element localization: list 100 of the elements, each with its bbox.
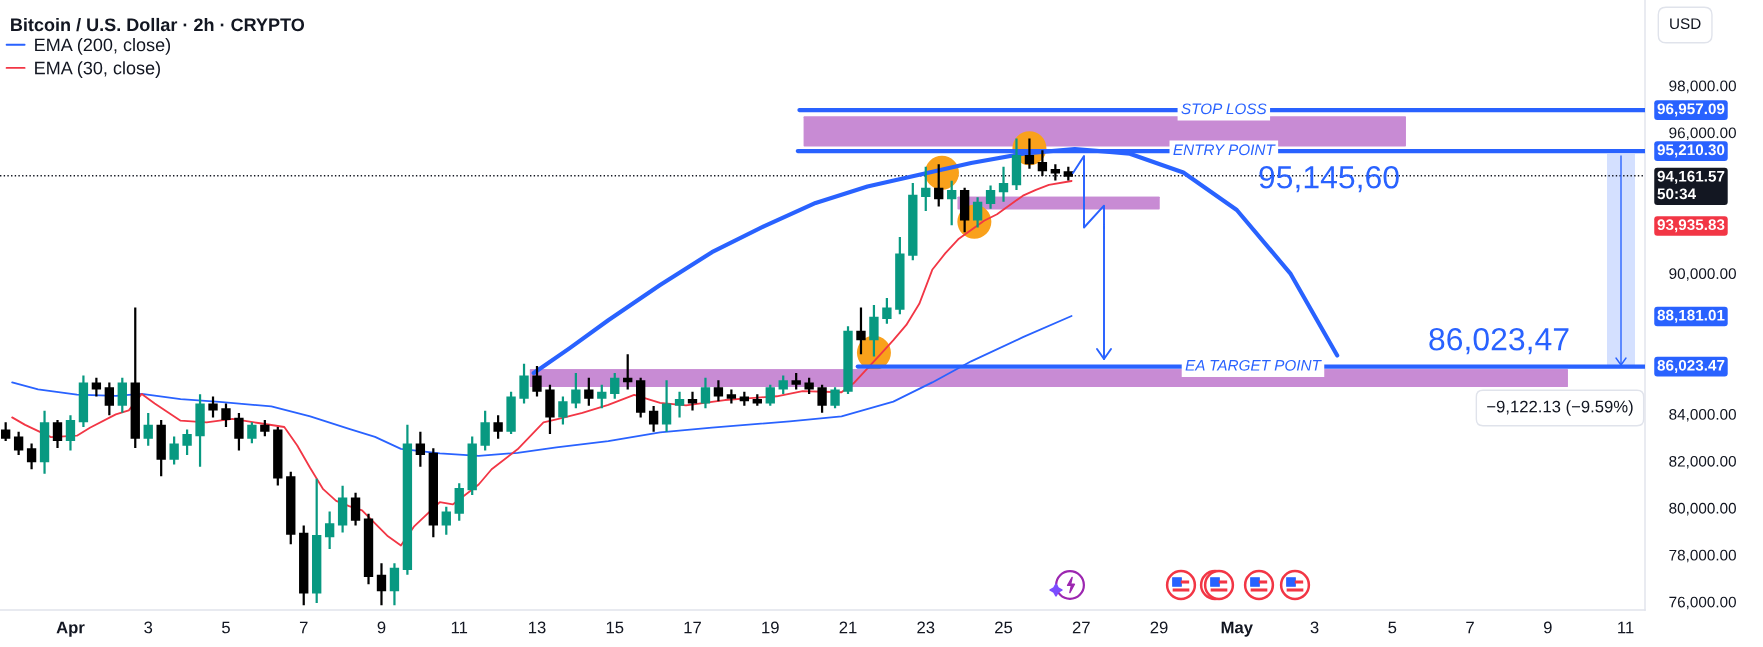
candlestick xyxy=(597,384,607,409)
candlestick xyxy=(467,436,477,495)
candlestick xyxy=(558,396,568,425)
candlestick xyxy=(856,307,866,355)
candlestick xyxy=(726,389,737,404)
candlestick xyxy=(156,420,166,477)
y-tick-label: 90,000.00 xyxy=(1669,268,1736,281)
candlestick xyxy=(545,384,555,434)
candlestick xyxy=(169,436,179,465)
candlestick xyxy=(985,185,996,209)
candlestick xyxy=(843,326,853,395)
candlestick xyxy=(480,410,490,451)
candlestick xyxy=(273,427,283,486)
data-label: 86,023.47 xyxy=(1657,359,1725,373)
candlestick xyxy=(687,391,698,411)
candlestick xyxy=(234,412,244,451)
x-tick-label: 11 xyxy=(451,621,468,634)
candlestick xyxy=(584,377,594,406)
x-tick-label: 19 xyxy=(762,621,779,634)
x-tick-label: 27 xyxy=(1072,621,1090,634)
candlestick xyxy=(454,483,464,521)
candlestick xyxy=(117,377,127,413)
x-tick-label: 29 xyxy=(1150,621,1168,634)
x-tick-label: 3 xyxy=(144,621,153,634)
candlestick xyxy=(221,403,231,427)
candlestick xyxy=(299,525,309,606)
candlestick xyxy=(635,377,646,418)
x-tick-label: 15 xyxy=(606,621,624,634)
legend-label: EMA (200, close) xyxy=(35,38,171,55)
candlestick xyxy=(972,197,983,228)
candlestick xyxy=(519,363,529,404)
candlestick xyxy=(13,431,24,456)
x-tick-label: 21 xyxy=(839,621,857,634)
x-tick-label: 11 xyxy=(1618,621,1634,634)
annotation: −9,122.13 (−9.59%) xyxy=(1487,400,1633,416)
annotation: 95,145,60 xyxy=(1259,165,1399,193)
candlestick xyxy=(286,471,296,545)
candlestick xyxy=(52,420,63,449)
candlestick xyxy=(208,396,218,418)
annotation: ENTRY POINT xyxy=(1173,144,1276,156)
legend-label: EMA (30, close) xyxy=(35,61,160,78)
text: 88,181.01 xyxy=(1657,309,1725,323)
x-tick-label: 3 xyxy=(1310,621,1319,634)
candlestick xyxy=(402,424,413,575)
candlestick xyxy=(532,366,542,397)
text: 93,935.83 xyxy=(1657,219,1725,233)
candlestick xyxy=(376,563,387,606)
x-tick-label: 9 xyxy=(1543,621,1552,634)
candlestick xyxy=(947,180,957,226)
candlestick xyxy=(337,485,348,533)
x-tick-label: 25 xyxy=(995,621,1013,634)
x-tick-label: 9 xyxy=(377,621,386,634)
candlestick xyxy=(415,431,426,467)
candlestick xyxy=(674,391,685,418)
candlestick xyxy=(363,513,374,585)
x-tick-label: 7 xyxy=(1466,621,1474,634)
candlestick xyxy=(428,448,438,538)
text: USD xyxy=(1670,18,1701,30)
x-tick-label: 17 xyxy=(684,621,701,634)
candlestick xyxy=(869,305,879,357)
candlestick xyxy=(39,410,50,474)
candlestick xyxy=(700,377,711,409)
candlestick xyxy=(493,415,503,439)
candlestick xyxy=(324,511,335,549)
candlestick xyxy=(182,429,192,456)
candlestick xyxy=(752,394,762,406)
candlestick xyxy=(91,377,102,397)
candlestick xyxy=(571,373,581,409)
candlestick xyxy=(1063,166,1073,181)
x-tick-label: 5 xyxy=(1388,621,1397,634)
candlestick xyxy=(78,375,89,427)
candlestick xyxy=(921,166,931,212)
candlestick xyxy=(389,563,400,606)
candlestick xyxy=(959,187,970,233)
candlestick xyxy=(195,394,205,467)
ref-line-label: 94,161.57 50:34 xyxy=(1657,170,1725,200)
candlestick xyxy=(908,183,918,261)
candlestick xyxy=(817,384,827,413)
candlestick xyxy=(104,382,115,416)
y-tick-label: 78,000.00 xyxy=(1669,549,1736,563)
x-tick-label: 13 xyxy=(529,621,546,634)
candlestick xyxy=(765,384,775,406)
candlestick xyxy=(934,164,944,207)
y-tick-label: 82,000.00 xyxy=(1669,455,1736,469)
x-tick-label: 5 xyxy=(222,621,230,634)
data-label: 95,210.30 xyxy=(1657,144,1725,158)
y-tick-label: 96,000.00 xyxy=(1669,127,1736,141)
candlestick xyxy=(506,391,516,434)
candlestick xyxy=(882,298,892,324)
candlestick xyxy=(350,492,361,526)
candlestick xyxy=(65,415,76,451)
y-tick-label: 76,000.00 xyxy=(1669,596,1736,610)
candlestick xyxy=(661,380,672,432)
candlestick xyxy=(713,380,724,402)
x-tick-label: May xyxy=(1221,621,1253,637)
candlestick xyxy=(143,412,153,446)
candlestick xyxy=(1050,164,1061,181)
annotation: 86,023,47 xyxy=(1429,327,1569,355)
candlestick xyxy=(1011,138,1022,190)
candlestick xyxy=(791,373,801,390)
